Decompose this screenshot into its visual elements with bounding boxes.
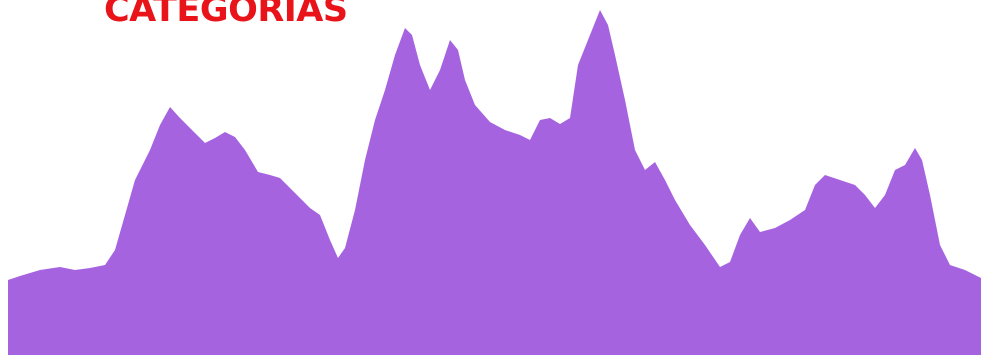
mountain-profile	[8, 10, 981, 355]
title: CATEGORIAS	[104, 0, 348, 30]
